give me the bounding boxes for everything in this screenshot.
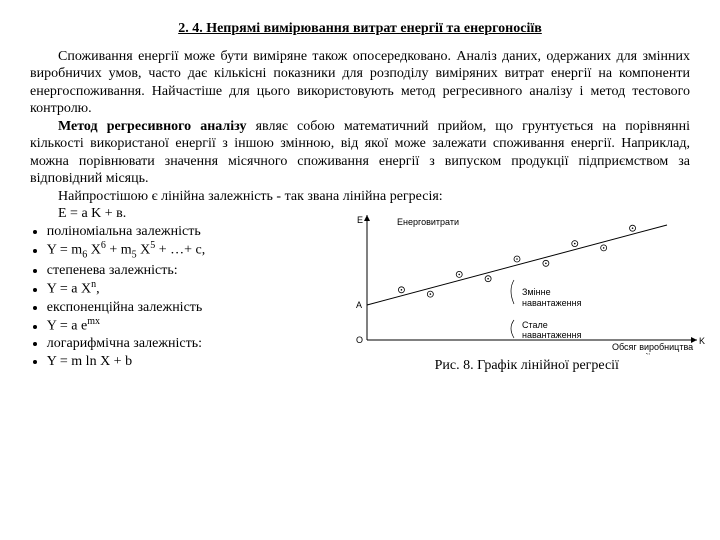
svg-text:навантаження: навантаження (522, 330, 582, 340)
svg-text:Обсяг виробництва: Обсяг виробництва (612, 342, 693, 352)
formula-linear: E = a K + в. (30, 205, 347, 223)
bullet-exp: експоненційна залежність (47, 299, 347, 317)
svg-text:навантаження: навантаження (522, 298, 582, 308)
svg-text:K: K (699, 336, 705, 346)
paragraph-2: Метод регресивного аналізу являє собою м… (30, 118, 690, 188)
bullet-list: поліноміальна залежність Y = m6 X6 + m5 … (30, 223, 347, 371)
method-name: Метод регресивного аналізу (58, 119, 247, 134)
bullet-poly-formula: Y = m6 X6 + m5 X5 + …+ c, (47, 240, 347, 262)
bullet-log: логарифмічна залежність: (47, 335, 347, 353)
paragraph-3: Найпростішою є лінійна залежність - так … (30, 188, 690, 206)
svg-text:Змінне: Змінне (522, 287, 551, 297)
bullet-log-formula: Y = m ln X + b (47, 353, 347, 371)
svg-text:продукції: продукції (612, 352, 651, 355)
svg-text:E: E (357, 215, 363, 225)
svg-text:Енерговитрати: Енерговитрати (397, 217, 459, 227)
figure-caption: Рис. 8. Графік лінійної регресії (347, 357, 707, 375)
regression-chart: EKЕнерговитратиAOЗмінненавантаженняСтале… (347, 205, 707, 355)
bullet-poly: поліноміальна залежність (47, 223, 347, 241)
paragraph-1: Споживання енергії може бути виміряне та… (30, 48, 690, 118)
bullet-power: степенева залежність: (47, 262, 347, 280)
bullet-power-formula: Y = a Xn, (47, 279, 347, 298)
section-heading: 2. 4. Непрямі вимірювання витрат енергії… (30, 20, 690, 38)
svg-text:A: A (356, 300, 362, 310)
bullet-exp-formula: Y = a emx (47, 316, 347, 335)
svg-text:O: O (356, 335, 363, 345)
svg-text:Стале: Стале (522, 320, 548, 330)
